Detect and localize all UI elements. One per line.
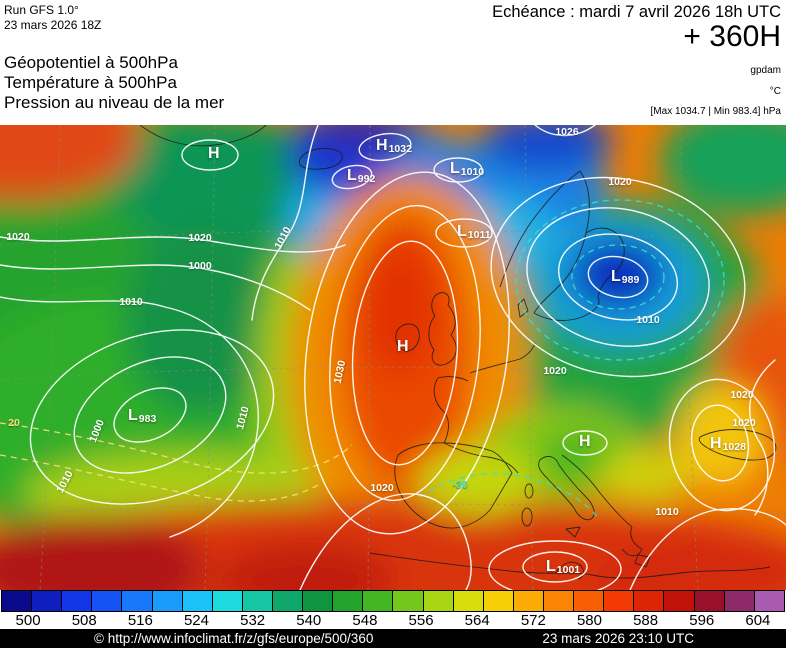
- pressure-center-label: H: [579, 433, 591, 451]
- scale-tick-label: 532: [240, 612, 266, 629]
- isobar-label: 1010: [655, 506, 679, 518]
- scale-tick-label: 596: [689, 612, 715, 629]
- isobar-label: 1020: [608, 176, 632, 188]
- isobar-label: 1020: [370, 482, 394, 494]
- pressure-center-label: L1001: [546, 558, 581, 577]
- header: Run GFS 1.0° 23 mars 2026 18Z Echéance :…: [0, 0, 786, 125]
- scale-tick-label: 508: [71, 612, 97, 629]
- scale-tick-label: 524: [183, 612, 209, 629]
- coastlines: [139, 125, 777, 580]
- map-labels: H H1032 L992 L1010 L1011 L989 H L983 H H1028 L1001…: [0, 125, 786, 590]
- isobar-label: 1020: [188, 232, 212, 244]
- field-pressure: Pression au niveau de la mer: [4, 93, 225, 112]
- unit-gpdam: gpdam: [750, 65, 781, 76]
- pressure-center-label: H: [208, 145, 220, 163]
- isobar-label: 1010: [234, 405, 252, 431]
- isobar-label: 1030: [331, 359, 349, 385]
- pressure-center-label: L1010: [450, 160, 485, 179]
- scale-cell: [724, 591, 755, 611]
- pressure-center-label: L992: [347, 167, 376, 186]
- scale-cell: [634, 591, 665, 611]
- graticule-lines: [0, 125, 786, 590]
- scale-cell: [483, 591, 514, 611]
- scale-cell: [604, 591, 635, 611]
- isobar-label: 1020: [543, 365, 567, 377]
- pressure-center-label: H1032: [376, 137, 412, 156]
- scale-cell: [242, 591, 273, 611]
- scale-tick-label: 604: [745, 612, 771, 629]
- scale-cell: [363, 591, 394, 611]
- scale-tick-label: 588: [633, 612, 659, 629]
- scale-tick-label: 580: [576, 612, 602, 629]
- scale-tick-label: 516: [127, 612, 153, 629]
- isobar-label: 1020: [732, 417, 756, 429]
- weather-map: H H1032 L992 L1010 L1011 L989 H L983 H H1028 L1001…: [0, 125, 786, 590]
- scale-cell: [303, 591, 334, 611]
- temperature-field: [0, 125, 786, 590]
- scale-cell: [574, 591, 605, 611]
- scale-cell: [32, 591, 63, 611]
- scale-tick-label: 500: [15, 612, 41, 629]
- echeance-label: Echéance : mardi 7 avril 2026 18h UTC: [492, 3, 781, 21]
- pressure-center-label: H1028: [710, 435, 746, 454]
- color-scale-bar: [1, 590, 785, 612]
- scale-cell: [182, 591, 213, 611]
- temperature-contours-cold: [419, 199, 725, 521]
- scale-cell: [664, 591, 695, 611]
- field-geopotential: Géopotentiel à 500hPa: [4, 53, 178, 72]
- scale-cell: [152, 591, 183, 611]
- forecast-offset: + 360H: [683, 20, 781, 53]
- isobar-label: 1020: [6, 231, 30, 243]
- map-field-svg: [0, 125, 786, 590]
- scale-cell: [694, 591, 725, 611]
- pressure-center-label: L1011: [457, 223, 491, 242]
- scale-tick-label: 548: [352, 612, 378, 629]
- scale-ticks: 500 508 516 524 532 540 548 556 564 572 580 588 596 6…: [0, 612, 786, 629]
- run-model: Run GFS 1.0°: [4, 3, 79, 17]
- pressure-center-label: H: [397, 338, 409, 356]
- scale-cell: [272, 591, 304, 611]
- temperature-contours-warm: [0, 422, 353, 502]
- scale-cell: [543, 591, 575, 611]
- scale-tick-label: 540: [296, 612, 322, 629]
- unit-celsius: °C: [769, 85, 781, 97]
- scale-cell: [453, 591, 484, 611]
- field-labels: Géopotentiel à 500hPa Température à 500h…: [4, 53, 224, 113]
- scale-cell: [2, 591, 33, 611]
- field-temperature: Température à 500hPa: [4, 73, 177, 92]
- isobar-label: 1010: [272, 224, 294, 252]
- unit-minmax: [Max 1034.7 | Min 983.4] hPa: [650, 106, 781, 117]
- unit-labels: gpdam °C [Max 1034.7 | Min 983.4] hPa: [651, 61, 781, 123]
- isobar-label: 1000: [87, 417, 107, 445]
- isobar-label: 1010: [119, 296, 143, 308]
- footer-bar: © http://www.infoclimat.fr/z/gfs/europe/…: [0, 629, 786, 648]
- temperature-label: 20: [8, 417, 20, 429]
- scale-cell: [754, 591, 784, 611]
- isobar-label: 1010: [54, 468, 76, 496]
- scale-cell: [122, 591, 153, 611]
- pressure-center-label: L989: [611, 268, 640, 287]
- run-info: Run GFS 1.0° 23 mars 2026 18Z: [4, 3, 101, 33]
- scale-tick-label: 564: [464, 612, 490, 629]
- isobar-label: 1026: [555, 126, 579, 138]
- scale-tick-label: 556: [408, 612, 434, 629]
- scale-cell: [513, 591, 544, 611]
- temperature-label: -30: [452, 479, 468, 491]
- scale-cell: [92, 591, 123, 611]
- scale-cell: [393, 591, 424, 611]
- scale-tick-label: 572: [520, 612, 546, 629]
- isobar-label: 1000: [188, 260, 212, 272]
- isobars: [0, 125, 786, 590]
- copyright-url: © http://www.infoclimat.fr/z/gfs/europe/…: [94, 631, 374, 646]
- pressure-center-label: L983: [128, 407, 157, 426]
- scale-cell: [212, 591, 243, 611]
- isobar-label: 1010: [636, 314, 660, 326]
- run-date: 23 mars 2026 18Z: [4, 18, 102, 32]
- scale-cell: [62, 591, 93, 611]
- scale-cell: [333, 591, 364, 611]
- isobar-label: 1020: [730, 389, 754, 401]
- scale-cell: [423, 591, 454, 611]
- generation-time: 23 mars 2026 23:10 UTC: [542, 631, 694, 646]
